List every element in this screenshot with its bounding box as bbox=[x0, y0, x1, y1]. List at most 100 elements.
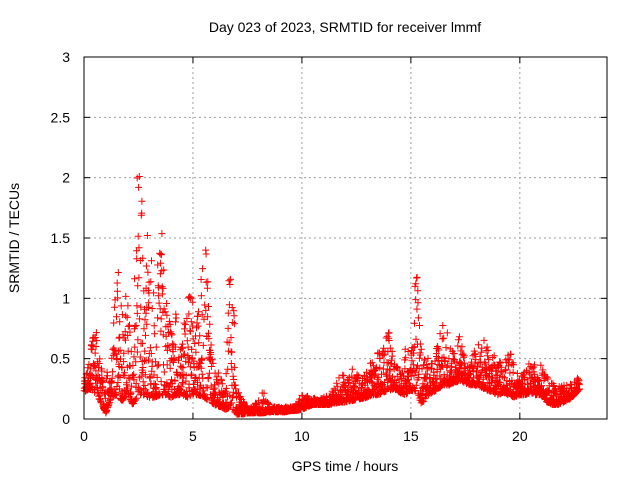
data-point bbox=[440, 334, 448, 342]
data-point bbox=[333, 379, 341, 387]
data-point bbox=[170, 354, 178, 362]
data-point bbox=[151, 330, 159, 338]
data-point bbox=[414, 299, 422, 307]
data-point bbox=[348, 365, 356, 373]
data-point bbox=[203, 284, 211, 292]
data-point bbox=[85, 360, 93, 368]
data-point bbox=[104, 372, 111, 380]
data-point bbox=[157, 327, 165, 335]
data-point bbox=[184, 359, 192, 367]
data-point bbox=[228, 399, 235, 407]
data-point bbox=[446, 367, 454, 375]
data-point bbox=[539, 366, 547, 374]
data-point bbox=[229, 372, 237, 380]
data-point bbox=[178, 379, 186, 386]
data-point bbox=[380, 379, 388, 386]
data-point bbox=[154, 314, 162, 322]
data-point bbox=[166, 364, 174, 372]
data-point bbox=[227, 360, 235, 367]
data-point bbox=[181, 350, 188, 358]
data-point bbox=[138, 197, 146, 205]
data-point bbox=[114, 347, 122, 355]
data-point bbox=[145, 299, 153, 307]
data-point bbox=[373, 375, 381, 383]
y-tick-label: 0.5 bbox=[51, 351, 71, 367]
data-point bbox=[124, 384, 132, 392]
data-point bbox=[139, 254, 147, 262]
data-point bbox=[214, 369, 222, 377]
data-point bbox=[123, 313, 131, 321]
data-point bbox=[187, 327, 194, 335]
data-point bbox=[127, 389, 135, 397]
data-point bbox=[179, 363, 187, 371]
data-point bbox=[121, 372, 129, 380]
y-tick-label: 1.5 bbox=[51, 230, 71, 246]
data-point bbox=[185, 310, 193, 318]
data-point bbox=[163, 379, 171, 387]
data-point bbox=[137, 372, 145, 380]
data-point bbox=[135, 374, 143, 382]
data-point bbox=[122, 292, 130, 300]
y-tick-label: 3 bbox=[62, 49, 70, 65]
x-tick-label: 15 bbox=[403, 428, 419, 444]
data-point bbox=[133, 348, 141, 356]
data-point bbox=[91, 349, 99, 357]
data-point bbox=[120, 349, 128, 357]
data-point bbox=[141, 347, 149, 355]
data-point bbox=[165, 317, 173, 325]
data-point bbox=[344, 375, 352, 383]
data-point bbox=[443, 329, 451, 337]
data-point bbox=[441, 358, 449, 365]
data-point bbox=[144, 268, 152, 276]
data-point bbox=[148, 257, 155, 265]
data-point bbox=[124, 302, 132, 310]
data-point bbox=[125, 374, 133, 382]
data-point bbox=[181, 330, 189, 338]
data-point bbox=[185, 293, 193, 301]
data-point bbox=[123, 379, 131, 387]
data-point bbox=[421, 356, 429, 364]
data-point bbox=[135, 173, 143, 180]
y-tick-label: 0 bbox=[62, 411, 70, 427]
data-point bbox=[156, 270, 164, 278]
data-point bbox=[150, 380, 158, 388]
data-point bbox=[183, 315, 191, 322]
data-point bbox=[114, 269, 122, 276]
data-point bbox=[409, 361, 417, 369]
data-point bbox=[412, 335, 420, 343]
data-point bbox=[537, 361, 545, 369]
data-point bbox=[122, 336, 129, 344]
data-point bbox=[141, 382, 149, 389]
data-point bbox=[478, 344, 486, 352]
data-point bbox=[171, 377, 179, 385]
data-point bbox=[222, 384, 230, 392]
data-point bbox=[207, 363, 215, 370]
data-point bbox=[378, 370, 385, 378]
data-point bbox=[194, 312, 202, 320]
data-point bbox=[101, 394, 109, 402]
data-point bbox=[489, 374, 496, 382]
data-point bbox=[480, 336, 488, 344]
data-point bbox=[230, 376, 238, 383]
data-point bbox=[431, 357, 439, 365]
data-point bbox=[92, 329, 100, 337]
data-point bbox=[255, 397, 263, 405]
data-point bbox=[112, 391, 120, 399]
data-point bbox=[442, 344, 450, 352]
data-point bbox=[213, 378, 221, 386]
data-series bbox=[80, 173, 584, 418]
data-point bbox=[510, 361, 518, 369]
data-point bbox=[444, 361, 452, 369]
data-point bbox=[395, 366, 403, 374]
data-point bbox=[130, 353, 138, 361]
data-point bbox=[413, 273, 421, 281]
data-point bbox=[106, 396, 114, 404]
data-point bbox=[200, 315, 208, 323]
data-point bbox=[203, 395, 211, 403]
data-point bbox=[137, 303, 145, 311]
data-point bbox=[538, 382, 545, 390]
data-point bbox=[448, 368, 455, 376]
data-point bbox=[513, 370, 521, 377]
data-point bbox=[160, 266, 168, 274]
